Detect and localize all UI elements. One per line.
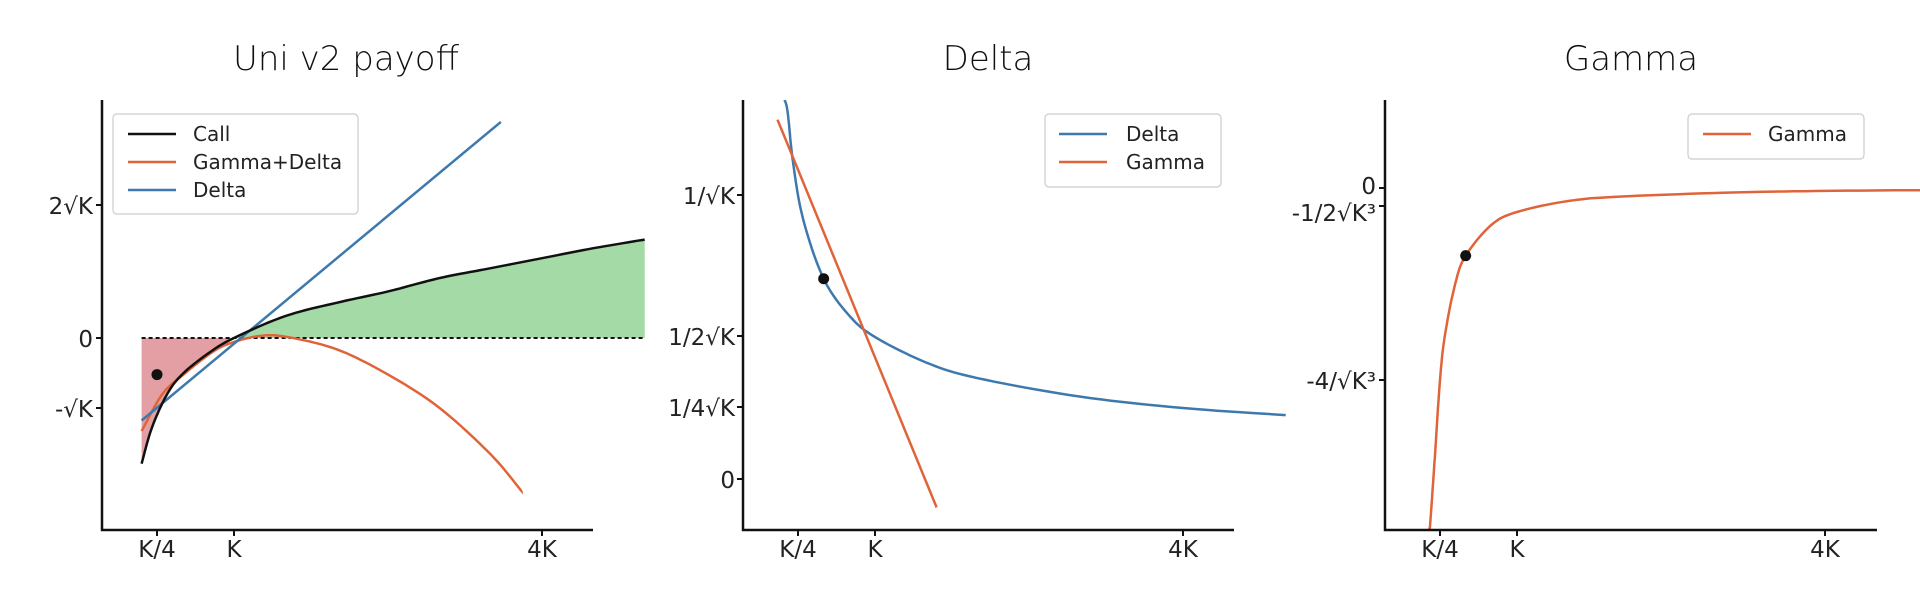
- payoff-title: Uni v2 payoff: [233, 39, 460, 79]
- gamma-legend-gamma: Gamma: [1768, 122, 1847, 146]
- payoff-xtick-0: K/4: [138, 537, 175, 563]
- delta-gamma-line: [776, 119, 938, 508]
- panel-gamma: Gamma K/4 K 4K 0 -1/2√K³ -4/√K³ Gamma: [1292, 39, 1920, 563]
- gamma-gamma-line: [1428, 188, 1920, 531]
- delta-xtick-1: K: [867, 537, 883, 563]
- payoff-ytick-1: 0: [78, 327, 93, 353]
- gamma-xtick-2: 4K: [1810, 537, 1841, 563]
- delta-marker-point: [818, 273, 830, 285]
- payoff-ytick-0: 2√K: [49, 194, 94, 220]
- payoff-marker-point: [151, 369, 163, 381]
- delta-legend-box: [1044, 113, 1222, 188]
- panel-payoff: Uni v2 payoff K/4 K 4K 2√K 0 -√K Call Ga…: [49, 39, 645, 563]
- gamma-ytick-2: -4/√K³: [1306, 369, 1376, 395]
- delta-legend: Delta Gamma: [1044, 113, 1222, 188]
- delta-legend-delta: Delta: [1126, 122, 1179, 146]
- delta-axes: [741, 100, 1234, 532]
- payoff-legend-delta: Delta: [193, 178, 246, 202]
- gamma-marker-point: [1460, 250, 1472, 262]
- delta-ytick-2: 1/4√K: [668, 396, 736, 422]
- delta-xtick-0: K/4: [779, 537, 816, 563]
- payoff-xtick-1: K: [226, 537, 242, 563]
- delta-ytick-3: 0: [720, 468, 735, 494]
- gamma-ytick-0: 0: [1361, 174, 1376, 200]
- gamma-title: Gamma: [1564, 39, 1698, 79]
- payoff-green-fill: [234, 239, 645, 338]
- panel-delta: Delta K/4 K 4K 1/√K 1/2√K 1/4√K 0 Delta …: [668, 39, 1286, 563]
- gamma-axes: [1383, 100, 1877, 532]
- delta-ytick-0: 1/√K: [683, 184, 736, 210]
- payoff-delta-line: [140, 120, 502, 422]
- delta-ytick-1: 1/2√K: [668, 325, 736, 351]
- gamma-legend: Gamma: [1687, 113, 1865, 160]
- delta-xtick-2: 4K: [1168, 537, 1199, 563]
- delta-legend-gamma: Gamma: [1126, 150, 1205, 174]
- gamma-legend-box: [1687, 113, 1865, 160]
- gamma-ytick-1: -1/2√K³: [1292, 201, 1376, 227]
- gamma-xtick-0: K/4: [1421, 537, 1458, 563]
- payoff-legend-call: Call: [193, 122, 230, 146]
- payoff-call-line: [140, 238, 645, 465]
- payoff-ytick-2: -√K: [55, 397, 94, 423]
- payoff-legend-gamma-delta: Gamma+Delta: [193, 150, 342, 174]
- payoff-red-fill: [141, 338, 234, 464]
- payoff-axes: [100, 100, 593, 532]
- delta-title: Delta: [943, 39, 1034, 79]
- payoff-legend: Call Gamma+Delta Delta: [112, 113, 359, 215]
- gamma-xtick-1: K: [1509, 537, 1525, 563]
- payoff-xtick-2: 4K: [527, 537, 558, 563]
